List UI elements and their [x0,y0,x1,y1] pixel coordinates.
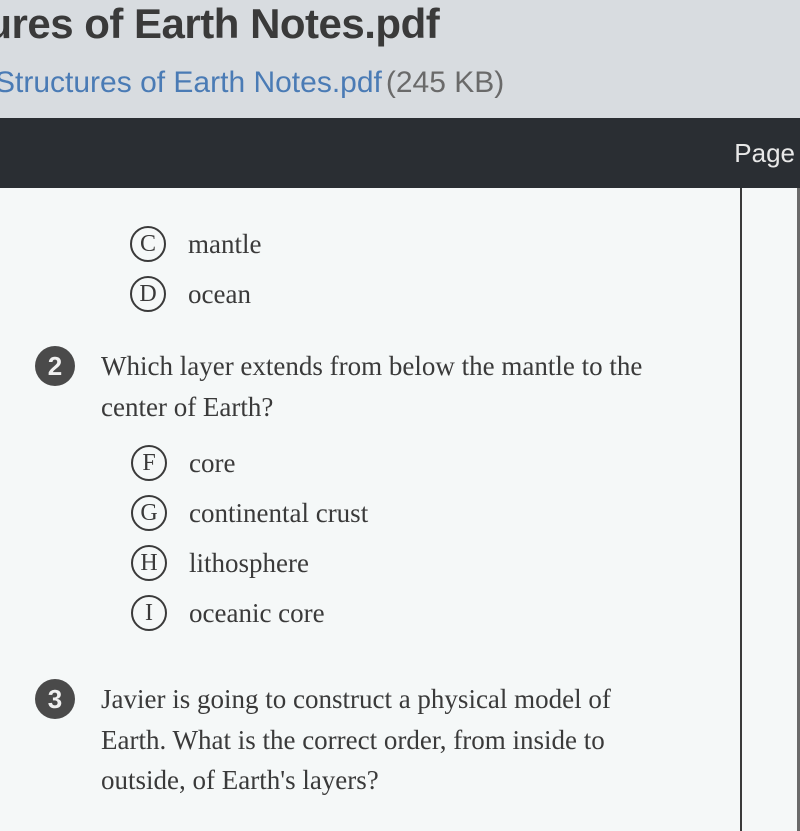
option-letter-f: F [131,445,167,481]
file-link-row: e Structures of Earth Notes.pdf (245 KB) [0,56,770,118]
question-2: 2 Which layer extends from below the man… [100,346,757,645]
question-text: Which layer extends from below the mantl… [101,346,661,427]
pdf-toolbar: Page [0,118,800,188]
option-text: oceanic core [189,598,325,629]
question-number-badge: 2 [35,346,75,386]
page-indicator-label: Page [734,138,800,169]
document-page: C mantle D ocean 2 Which layer extends f… [0,188,800,831]
question-text: Javier is going to construct a physical … [101,679,661,801]
window-title: ctures of Earth Notes.pdf [0,0,750,56]
option-text: lithosphere [189,548,309,579]
option-letter-i: I [131,595,167,631]
option-letter-h: H [131,545,167,581]
options-q2: F core G continental crust H lithosphere… [101,445,661,631]
column-divider [740,188,742,831]
partial-options-q1: C mantle D ocean [100,226,757,312]
option-text: ocean [188,279,251,310]
option-letter-c: C [130,226,166,262]
option-row[interactable]: D ocean [100,276,757,312]
option-row[interactable]: F core [101,445,661,481]
question-number-badge: 3 [35,679,75,719]
option-row[interactable]: C mantle [100,226,757,262]
option-text: mantle [188,229,261,260]
option-row[interactable]: G continental crust [101,495,661,531]
option-letter-g: G [131,495,167,531]
option-row[interactable]: I oceanic core [101,595,661,631]
option-text: continental crust [189,498,368,529]
file-link[interactable]: e Structures of Earth Notes.pdf [0,66,382,99]
question-3: 3 Javier is going to construct a physica… [100,679,757,801]
option-text: core [189,448,235,479]
option-letter-d: D [130,276,166,312]
file-size: (245 KB) [386,66,504,99]
option-row[interactable]: H lithosphere [101,545,661,581]
